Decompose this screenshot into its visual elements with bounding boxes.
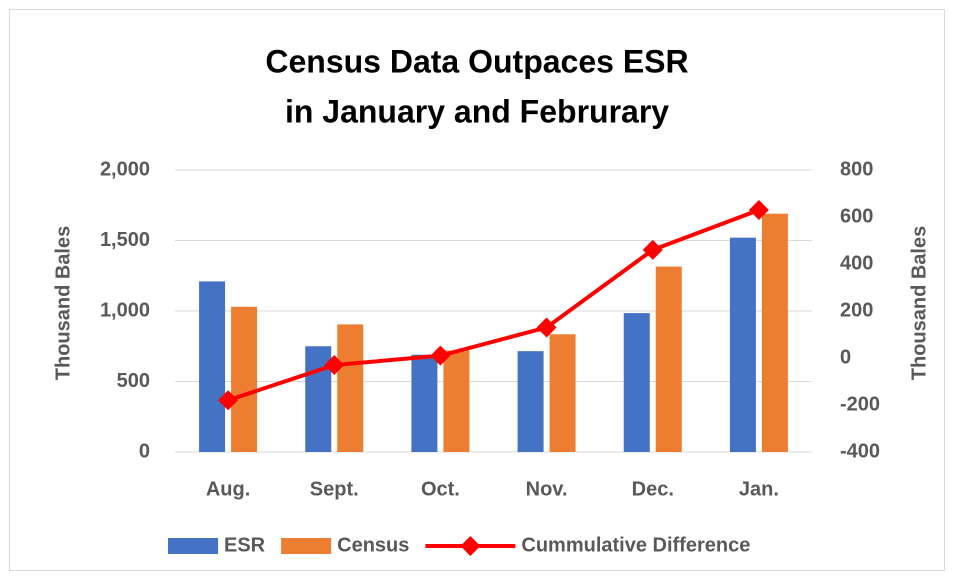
bar: [729, 237, 756, 452]
y-tick-label: 1,000: [100, 299, 150, 321]
bar: [443, 350, 470, 452]
bar: [549, 334, 576, 452]
line-marker: [430, 345, 451, 366]
line-marker: [218, 390, 239, 411]
y2-tick-label: 800: [840, 158, 873, 180]
x-tick-label: Jan.: [739, 478, 779, 500]
line-marker: [748, 199, 769, 220]
line-marker: [324, 355, 345, 376]
bar: [655, 266, 682, 452]
y-axis-title: Thousand Bales: [52, 226, 74, 380]
bar: [411, 354, 438, 452]
legend-marker: [460, 536, 481, 556]
x-tick-label: Oct.: [421, 478, 460, 500]
legend-swatch: [168, 538, 218, 554]
legend-label: Cummulative Difference: [521, 534, 750, 556]
y2-tick-label: 200: [840, 299, 873, 321]
bar: [517, 351, 544, 452]
line: [227, 208, 760, 403]
line-marker: [536, 317, 557, 338]
chart-border: [9, 9, 945, 571]
y2-tick-label: -200: [840, 393, 880, 415]
x-tick-label: Nov.: [526, 478, 568, 500]
x-tick-label: Aug.: [206, 478, 250, 500]
y2-tick-label: -400: [840, 440, 880, 462]
bar: [199, 281, 226, 452]
x-tick-label: Sept.: [310, 478, 359, 500]
x-tick-label: Dec.: [632, 478, 674, 500]
chart-title: in January and Februrary: [285, 93, 669, 129]
bar: [337, 324, 364, 452]
y2-tick-label: 400: [840, 252, 873, 274]
legend-label: Census: [337, 534, 409, 556]
y-tick-label: 2,000: [100, 158, 150, 180]
y2-tick-label: 0: [840, 346, 851, 368]
legend-swatch: [281, 538, 332, 554]
bar: [761, 213, 788, 452]
y2-tick-label: 600: [840, 205, 873, 227]
y-tick-label: 1,500: [100, 229, 150, 251]
bar: [623, 313, 650, 452]
y-tick-label: 0: [139, 440, 150, 462]
bar: [231, 306, 258, 452]
y2-axis-title: Thousand Bales: [908, 226, 930, 380]
chart-title: Census Data Outpaces ESR: [265, 43, 688, 79]
y-tick-label: 500: [117, 370, 150, 392]
line-marker: [642, 239, 663, 260]
legend-label: ESR: [224, 534, 266, 556]
